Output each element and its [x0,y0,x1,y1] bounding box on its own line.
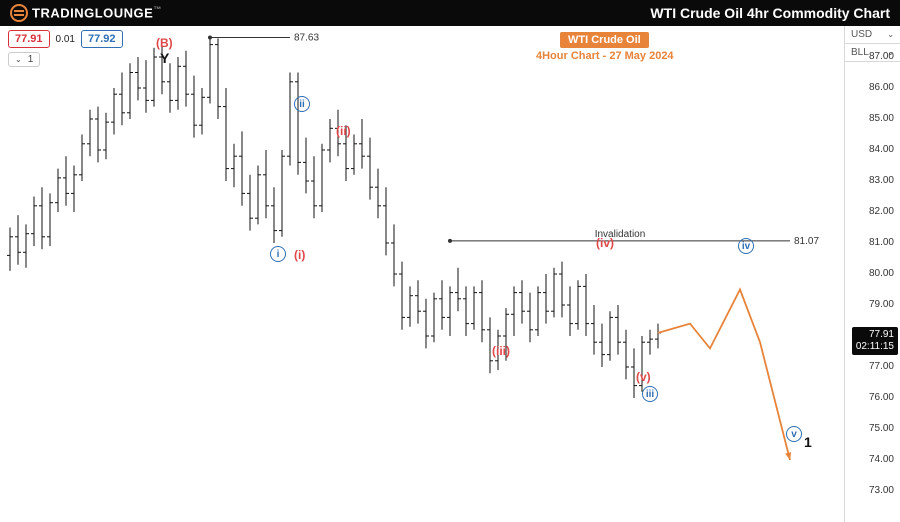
wave-label: (B) [156,36,173,50]
y-axis-tick: 82.00 [869,206,894,217]
chevron-down-icon: ⌄ [887,30,894,39]
chart-canvas[interactable]: 87.63Invalidation81.07 (B)Yiii(i)(ii)(ii… [0,26,844,522]
y-axis-tick: 81.00 [869,237,894,248]
wave-label: i [270,246,286,262]
chart-title: WTI Crude Oil 4hr Commodity Chart [650,5,890,21]
current-price-box: 77.91 02:11:15 [852,327,898,355]
y-axis-tick: 74.00 [869,454,894,465]
wave-label: (iii) [492,344,510,358]
wave-label: iii [642,386,658,402]
y-axis-tick: 85.00 [869,113,894,124]
chart-svg: 87.63Invalidation81.07 [0,26,844,522]
logo: TRADINGLOUNGE™ [10,4,162,22]
y-axis-tick: 73.00 [869,485,894,496]
y-axis-tick: 87.00 [869,51,894,62]
y-axis-tick: 75.00 [869,423,894,434]
currency-value: USD [851,29,872,40]
y-axis-tick: 80.00 [869,268,894,279]
chart-header: TRADINGLOUNGE™ WTI Crude Oil 4hr Commodi… [0,0,900,26]
wave-label: 1 [804,434,812,450]
wave-label: (v) [636,370,651,384]
y-axis-tick: 83.00 [869,175,894,186]
y-axis-tick: 76.00 [869,392,894,403]
svg-text:87.63: 87.63 [294,32,319,43]
tradinglounge-icon [10,4,28,22]
y-axis-tick: 77.00 [869,361,894,372]
svg-text:81.07: 81.07 [794,236,819,247]
wave-label: (i) [294,248,305,262]
wave-label: (iv) [596,236,614,250]
wave-label: ii [294,96,310,112]
current-price: 77.91 [856,329,894,341]
indicator-value: BLL [851,47,869,58]
y-axis-tick: 84.00 [869,144,894,155]
wave-label: iv [738,238,754,254]
y-axis-panel: USD ⌄ BLL ⌄ 73.0074.0075.0076.0077.0078.… [844,26,900,522]
wave-label: Y [160,50,169,66]
bar-countdown: 02:11:15 [856,341,894,353]
currency-selector[interactable]: USD ⌄ [845,26,900,44]
wave-label: v [786,426,802,442]
y-axis-tick: 86.00 [869,82,894,93]
logo-text: TRADINGLOUNGE™ [32,5,162,20]
wave-label: (ii) [336,124,351,138]
y-axis-tick: 79.00 [869,299,894,310]
